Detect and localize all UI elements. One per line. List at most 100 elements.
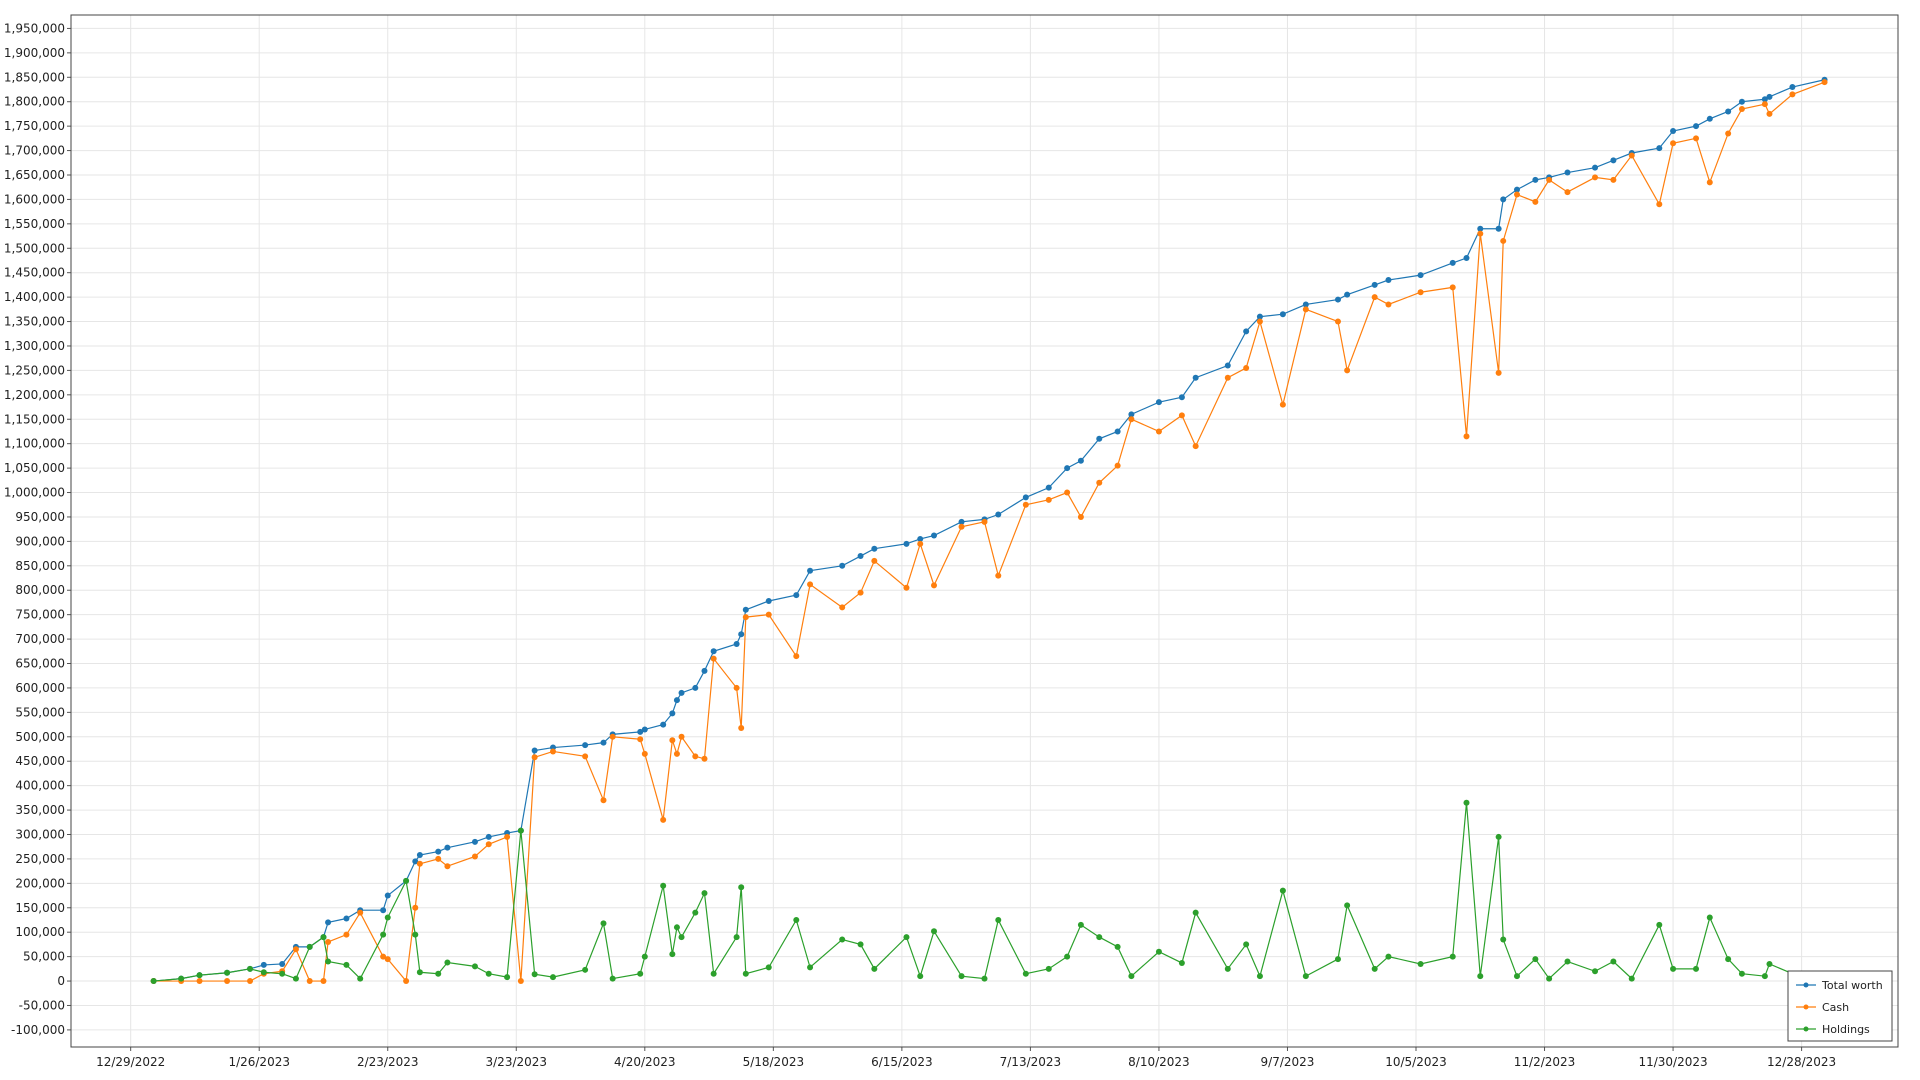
data-point: [1344, 902, 1351, 909]
data-point: [660, 882, 667, 889]
data-point: [549, 974, 556, 981]
data-point: [1371, 281, 1378, 288]
data-point: [981, 518, 988, 525]
data-point: [1725, 130, 1732, 137]
data-point: [1302, 973, 1309, 980]
data-point: [1022, 494, 1029, 501]
data-point: [701, 667, 708, 674]
data-point: [807, 964, 814, 971]
x-tick-label: 12/29/2022: [96, 1055, 165, 1069]
data-point: [504, 974, 511, 981]
data-point: [995, 572, 1002, 579]
data-point: [380, 953, 387, 960]
data-point: [600, 739, 607, 746]
data-point: [1385, 953, 1392, 960]
data-point: [1045, 484, 1052, 491]
data-point: [1546, 176, 1553, 183]
data-point: [1417, 289, 1424, 296]
data-point: [320, 934, 327, 941]
y-tick-label: 1,900,000: [4, 46, 65, 60]
data-point: [403, 877, 410, 884]
data-point: [1513, 973, 1520, 980]
data-point: [485, 970, 492, 977]
data-point: [1463, 433, 1470, 440]
data-point: [1178, 394, 1185, 401]
data-point: [1513, 191, 1520, 198]
data-point: [504, 833, 511, 840]
y-tick-label: 700,000: [15, 632, 65, 646]
x-tick-label: 4/20/2023: [614, 1055, 676, 1069]
data-point: [1738, 98, 1745, 105]
data-point: [380, 931, 387, 938]
y-tick-label: 500,000: [15, 730, 65, 744]
data-point: [357, 909, 364, 916]
y-tick-label: 650,000: [15, 657, 65, 671]
data-point: [260, 961, 267, 968]
data-point: [1256, 973, 1263, 980]
data-point: [1821, 79, 1828, 86]
data-point: [1693, 123, 1700, 130]
data-point: [343, 931, 350, 938]
data-point: [1532, 176, 1539, 183]
data-point: [384, 914, 391, 921]
data-point: [765, 597, 772, 604]
data-point: [871, 965, 878, 972]
x-tick-label: 12/28/2023: [1767, 1055, 1836, 1069]
data-point: [1045, 496, 1052, 503]
data-point: [678, 733, 685, 740]
data-point: [1302, 306, 1309, 313]
data-point: [1725, 956, 1732, 963]
y-tick-label: 1,300,000: [4, 339, 65, 353]
data-point: [1592, 174, 1599, 181]
data-point: [1224, 362, 1231, 369]
data-point: [742, 614, 749, 621]
data-point: [343, 915, 350, 922]
data-point: [1761, 96, 1768, 103]
data-point: [641, 726, 648, 733]
data-point: [995, 916, 1002, 923]
data-point: [1656, 145, 1663, 152]
legend-label: Cash: [1822, 1001, 1849, 1014]
data-point: [660, 816, 667, 823]
data-point: [701, 890, 708, 897]
data-point: [678, 934, 685, 941]
data-point: [733, 934, 740, 941]
data-point: [637, 728, 644, 735]
data-point: [1564, 189, 1571, 196]
data-point: [1706, 179, 1713, 186]
data-point: [903, 934, 910, 941]
data-point: [582, 753, 589, 760]
data-point: [1546, 975, 1553, 982]
data-point: [765, 964, 772, 971]
data-point: [343, 961, 350, 968]
data-point: [1592, 968, 1599, 975]
data-point: [738, 631, 745, 638]
data-point: [793, 916, 800, 923]
data-point: [673, 924, 680, 931]
data-point: [931, 532, 938, 539]
data-point: [1279, 887, 1286, 894]
data-point: [765, 611, 772, 618]
y-tick-label: 200,000: [15, 876, 65, 890]
data-point: [669, 710, 676, 717]
data-point: [807, 581, 814, 588]
y-tick-label: -50,000: [19, 998, 65, 1012]
x-tick-label: 7/13/2023: [1000, 1055, 1062, 1069]
data-point: [1610, 157, 1617, 164]
data-point: [1417, 960, 1424, 967]
legend-label: Total worth: [1821, 979, 1883, 992]
data-point: [1385, 277, 1392, 284]
data-point: [1178, 412, 1185, 419]
data-point: [917, 973, 924, 980]
data-point: [196, 978, 203, 985]
x-tick-label: 1/26/2023: [228, 1055, 290, 1069]
data-point: [995, 511, 1002, 518]
data-point: [839, 562, 846, 569]
data-point: [1064, 953, 1071, 960]
data-point: [1761, 101, 1768, 108]
data-point: [485, 833, 492, 840]
data-point: [1077, 457, 1084, 464]
y-tick-label: 1,800,000: [4, 95, 65, 109]
